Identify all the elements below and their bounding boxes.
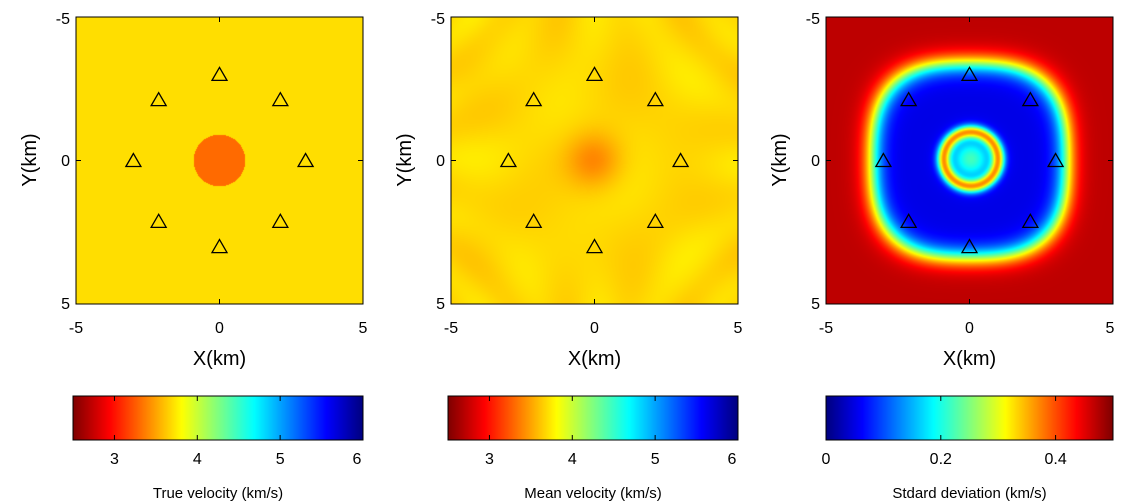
panel-standard-deviation: -5 0 5 -5 0 5 X(km) Y(km) 0 0.2 0.4 Stdard… [769, 11, 1115, 502]
colorbar-standard-deviation [826, 396, 1113, 440]
heatmap-true-velocity [76, 17, 363, 304]
panel-true-velocity: -5 0 5 -5 0 5 X(km) Y(km) 3 4 5 6 True velo… [19, 11, 368, 502]
colorbar-tick-label: 3 [110, 451, 119, 468]
station-marker [585, 66, 604, 82]
colorbar-tick-label: 0.4 [1044, 451, 1066, 468]
y-tick: 5 [436, 296, 445, 313]
station-marker [124, 152, 143, 168]
y-axis-label: Y(km) [769, 133, 791, 186]
station-marker [525, 91, 543, 107]
station-marker [150, 91, 168, 107]
colorbar-tick-label: 4 [193, 451, 202, 468]
colorbar-frame [825, 395, 1114, 441]
colorbar-ticks: 3 4 5 6 [485, 396, 739, 468]
colorbar-tick-label: 6 [353, 451, 362, 468]
y-tick: 0 [436, 153, 445, 170]
y-axis-label: Y(km) [394, 133, 416, 186]
colorbar-mean-velocity [448, 396, 738, 440]
panel-mean-velocity: -5 0 5 -5 0 5 X(km) Y(km) 3 4 5 6 Mean velo… [394, 11, 743, 502]
station-marker [271, 213, 289, 228]
station-markers [874, 66, 1065, 254]
colorbar-tick-label: 5 [651, 451, 660, 468]
colorbar-frame [447, 395, 739, 441]
axis-ticks [75, 16, 364, 305]
station-marker [671, 152, 690, 168]
x-tick: 0 [590, 320, 599, 337]
x-axis-label: X(km) [193, 348, 246, 370]
x-axis-label: X(km) [943, 348, 996, 370]
colorbar-tick-label: 3 [485, 451, 494, 468]
x-tick: 5 [359, 320, 368, 337]
colorbar-tick-label: 6 [728, 451, 737, 468]
heatmap-mean-velocity [451, 17, 738, 304]
station-marker [1046, 152, 1065, 168]
station-marker [1021, 213, 1039, 228]
station-marker [960, 66, 979, 82]
colorbar-frame [72, 395, 364, 441]
station-marker [874, 152, 893, 168]
x-tick: -5 [819, 320, 833, 337]
colorbar-true-velocity [73, 396, 363, 440]
y-tick: 0 [811, 153, 820, 170]
x-tick: 5 [1106, 320, 1115, 337]
station-marker [960, 238, 979, 254]
colorbar-tick-label: 5 [276, 451, 285, 468]
y-tick: 0 [61, 153, 70, 170]
station-markers [124, 66, 315, 254]
colorbar-label: True velocity (km/s) [153, 485, 283, 502]
station-marker [646, 91, 664, 107]
station-markers [499, 66, 690, 254]
y-tick: 5 [61, 296, 70, 313]
y-tick: -5 [806, 11, 820, 28]
station-marker [499, 152, 518, 168]
colorbar-tick-label: 0 [822, 451, 831, 468]
colorbar-ticks: 3 4 5 6 [110, 396, 364, 468]
colorbar-tick-label: 0.2 [930, 451, 952, 468]
colorbar-label: Mean velocity (km/s) [524, 485, 662, 502]
y-tick: 5 [811, 296, 820, 313]
heatmap-standard-deviation [826, 17, 1113, 304]
colorbar-label: Stdard deviation (km/s) [892, 485, 1046, 502]
station-marker [646, 213, 664, 228]
colorbar-tick-label: 4 [568, 451, 577, 468]
x-tick: -5 [444, 320, 458, 337]
station-marker [1021, 91, 1039, 107]
axis-ticks [825, 16, 1114, 305]
station-marker [210, 238, 229, 254]
y-tick: -5 [431, 11, 445, 28]
station-marker [271, 91, 289, 107]
station-marker [296, 152, 315, 168]
axis-ticks [450, 16, 739, 305]
station-marker [900, 213, 918, 228]
station-marker [585, 238, 604, 254]
x-tick: -5 [69, 320, 83, 337]
colorbar-ticks: 0 0.2 0.4 [822, 396, 1067, 468]
station-marker [525, 213, 543, 228]
y-axis-label: Y(km) [19, 133, 41, 186]
station-marker [210, 66, 229, 82]
x-axis-label: X(km) [568, 348, 621, 370]
y-tick: -5 [56, 11, 70, 28]
x-tick: 5 [734, 320, 743, 337]
x-tick: 0 [965, 320, 974, 337]
station-marker [150, 213, 168, 228]
station-marker [900, 91, 918, 107]
x-tick: 0 [215, 320, 224, 337]
